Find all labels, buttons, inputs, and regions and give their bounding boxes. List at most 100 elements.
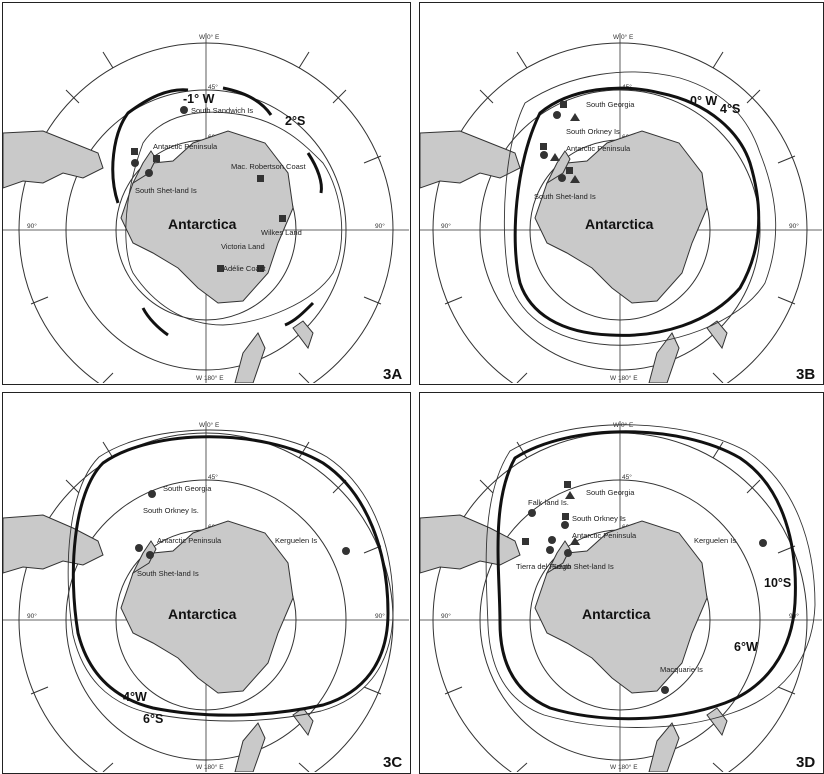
map-panel-3c: W 0° E W 180° E 90° 90° 45° 60° Antarcti…	[2, 392, 411, 774]
map-panel-3b: W 0° E W 180° E 90° 90° 45° 60° Antarcti…	[419, 2, 824, 385]
axis-right-label: 90°	[375, 222, 385, 230]
axis-top-label: W 0° E	[199, 33, 220, 41]
panel-tag: 3D	[796, 754, 815, 771]
place-label: Antarctic Peninsula	[153, 142, 218, 151]
site-marker-square	[217, 265, 224, 272]
site-marker-triangle	[570, 537, 580, 545]
continent-label: Antarctica	[585, 216, 654, 232]
australia-nz-landmass	[234, 707, 314, 772]
place-label: South Shet-land Is	[135, 186, 197, 195]
isoline-thick-segment	[306, 152, 323, 194]
place-label: Wilkes Land	[261, 228, 302, 237]
south-america-landmass	[3, 130, 104, 189]
place-label: South Orkney Is	[572, 514, 626, 523]
place-label: Victoria Land	[221, 242, 265, 251]
site-marker-circle	[564, 549, 572, 557]
site-marker-triangle	[570, 175, 580, 183]
axis-top-label: W 0° E	[199, 421, 220, 429]
isoline-label: 4°S	[720, 102, 740, 116]
place-label: Antarctic Peninsula	[566, 144, 631, 153]
place-label: Adélie Coast	[223, 264, 266, 273]
site-marker-square	[279, 215, 286, 222]
map-panel-3d: W 0° E W 180° E 90° 90° 45° 60° Antarcti…	[419, 392, 824, 774]
site-marker-circle	[759, 539, 767, 547]
axis-bottom-label: W 180° E	[610, 763, 638, 771]
isoline-label: -1° W	[183, 92, 215, 106]
site-marker-square	[560, 101, 567, 108]
axis-right-label: 90°	[789, 222, 799, 230]
site-marker-circle	[548, 536, 556, 544]
place-label: Macquarie Is	[660, 665, 703, 674]
site-marker-circle	[540, 151, 548, 159]
antarctica-landmass	[120, 520, 294, 694]
place-label: South Georgia	[586, 100, 635, 109]
isoline-thick-segment	[222, 86, 273, 116]
map-panel-3a: W 0° E W 180° E 90° 90° 45° 60° Antarcti…	[2, 2, 411, 385]
isoline-label: 10°S	[764, 576, 791, 590]
lat-45-label: 45°	[208, 83, 218, 91]
continent-label: Antarctica	[582, 606, 651, 622]
antarctica-landmass	[534, 520, 708, 694]
place-label: Antarctic Peninsula	[157, 536, 222, 545]
panel-tag: 3C	[383, 754, 402, 771]
site-marker-square	[564, 481, 571, 488]
isoline-thin	[125, 111, 343, 326]
axis-bottom-label: W 180° E	[196, 374, 224, 382]
site-marker-square	[562, 513, 569, 520]
isoline-thick	[496, 430, 797, 721]
axis-left-label: 90°	[441, 612, 451, 620]
south-america-landmass	[420, 514, 521, 574]
south-america-landmass	[420, 130, 521, 189]
place-label: Mac. Robertson Coast	[231, 162, 307, 171]
site-marker-circle	[146, 551, 154, 559]
panel-tag: 3B	[796, 366, 815, 383]
isoline-label: 4°W	[123, 690, 147, 704]
site-marker-square	[522, 538, 529, 545]
place-labels: South Sandwich Is Antarctic Peninsula So…	[135, 106, 307, 273]
site-marker-circle	[661, 686, 669, 694]
isoline-label: 2°S	[285, 114, 305, 128]
axis-bottom-label: W 180° E	[610, 374, 638, 382]
continent-label: Antarctica	[168, 606, 237, 622]
isoline-thick-segment	[284, 301, 315, 327]
place-label: South Shet-land Is	[534, 192, 596, 201]
isoline-thin	[503, 71, 777, 346]
site-marker-square	[540, 143, 547, 150]
site-marker-circle	[145, 169, 153, 177]
panel-tag: 3A	[383, 366, 402, 383]
site-marker-circle	[528, 509, 536, 517]
place-label: South Sandwich Is	[191, 106, 253, 115]
site-marker-square	[257, 265, 264, 272]
place-labels: South Georgia South Orkney Is Antarctic …	[534, 100, 635, 201]
place-label: Falk-land Is.	[528, 498, 569, 507]
isoline-thick	[71, 435, 390, 717]
lat-45-label: 45°	[622, 473, 632, 481]
axis-left-label: 90°	[27, 612, 37, 620]
site-marker-square	[257, 175, 264, 182]
isoline-thick	[513, 86, 761, 337]
site-marker-square	[131, 148, 138, 155]
site-marker-circle	[553, 111, 561, 119]
place-label: South Orkney Is	[566, 127, 620, 136]
site-marker-circle	[131, 159, 139, 167]
place-label: South Georgia	[163, 484, 212, 493]
site-marker-triangle	[565, 491, 575, 499]
place-label: Kerguelen Is	[275, 536, 317, 545]
isoline-thick-segment	[141, 307, 169, 337]
antarctica-landmass	[534, 130, 708, 304]
place-label: South Orkney Is.	[143, 506, 199, 515]
place-label: South Shet-land Is	[137, 569, 199, 578]
site-marker-square	[153, 155, 160, 162]
isoline-thin	[485, 424, 816, 728]
site-marker-triangle	[550, 153, 560, 161]
isoline-label: 6°S	[143, 712, 163, 726]
site-marker-circle	[180, 106, 188, 114]
lat-45-label: 45°	[208, 473, 218, 481]
place-labels: South Georgia South Orkney Is. Antarctic…	[137, 484, 317, 578]
site-marker-square	[566, 167, 573, 174]
antarctica-landmass	[120, 130, 294, 304]
site-marker-circle	[561, 521, 569, 529]
site-marker-circle	[558, 174, 566, 182]
axis-left-label: 90°	[441, 222, 451, 230]
site-marker-circle	[148, 490, 156, 498]
